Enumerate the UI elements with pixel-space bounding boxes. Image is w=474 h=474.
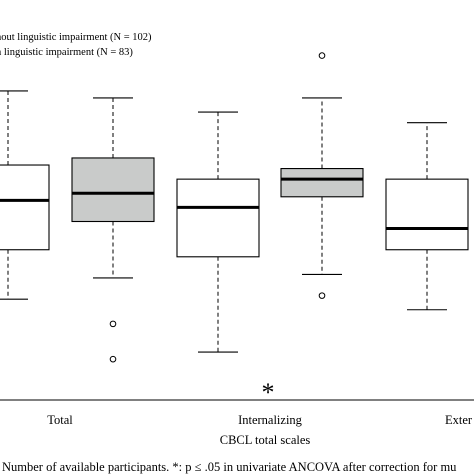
significance-marker: * [262,378,275,407]
category-label-internalizing: Internalizing [238,413,303,427]
box-internalizing-series-2 [280,168,364,198]
box-exter-series-1 [385,178,469,251]
category-label-externalizing: Exter [445,413,473,427]
outlier-internalizing-series-2-2 [318,52,326,59]
box-total-series-2 [71,157,155,223]
box-internalizing-series-1 [176,178,260,258]
boxes-layer [0,52,469,363]
box-total-series-1 [0,164,50,251]
category-label-total: Total [47,413,73,427]
x-axis-label: CBCL total scales [220,433,311,447]
outlier-internalizing-series-2-1 [318,292,326,299]
legend-label-with-impairment: h linguistic impairment (N = 83) [0,47,133,58]
outlier-total-series-2-1 [109,320,117,328]
legend: hout linguistic impairment (N = 102) h l… [0,32,152,58]
outlier-total-series-2-2 [109,355,117,363]
legend-label-without-impairment: hout linguistic impairment (N = 102) [0,32,152,43]
figure-caption: Number of available participants. *: p ≤… [2,460,457,474]
